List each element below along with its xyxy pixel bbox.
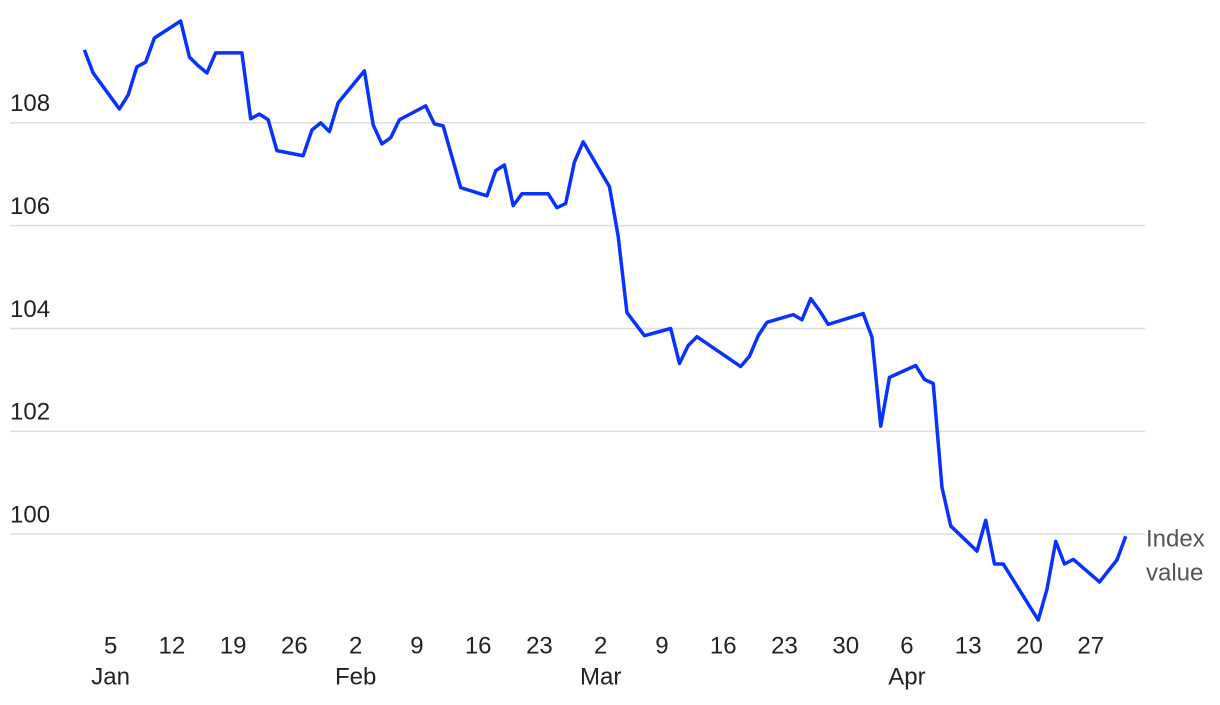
x-tick-label: 2 xyxy=(349,632,362,659)
y-tick-label: 104 xyxy=(10,296,50,323)
y-tick-label: 102 xyxy=(10,399,50,426)
x-tick-label: 5 xyxy=(104,632,117,659)
x-tick-label: 26 xyxy=(281,632,308,659)
x-tick-label: 9 xyxy=(655,632,668,659)
month-label: Jan xyxy=(91,663,130,690)
annotation: value xyxy=(1146,559,1203,586)
x-tick-label: 30 xyxy=(832,632,859,659)
y-tick-label: 108 xyxy=(10,90,50,117)
x-tick-label: 23 xyxy=(526,632,553,659)
line xyxy=(82,19,1128,622)
x-tick-label: 13 xyxy=(955,632,982,659)
x-tick-label: 2 xyxy=(594,632,607,659)
month-label: Mar xyxy=(580,663,621,690)
y-tick-label: 106 xyxy=(10,193,50,220)
x-tick-label: 19 xyxy=(220,632,247,659)
x-tick-label: 23 xyxy=(771,632,798,659)
x-tick-label: 9 xyxy=(410,632,423,659)
month-label: Feb xyxy=(335,663,376,690)
x-tick-label: 16 xyxy=(465,632,492,659)
x-tick-label: 12 xyxy=(159,632,186,659)
x-tick-label: 16 xyxy=(710,632,737,659)
month-label: Apr xyxy=(888,663,925,690)
x-tick-label: 27 xyxy=(1077,632,1104,659)
x-tick-label: 20 xyxy=(1016,632,1043,659)
y-tick-label: 100 xyxy=(10,502,50,529)
x-tick-label: 6 xyxy=(900,632,913,659)
annotation: Index xyxy=(1146,525,1205,552)
